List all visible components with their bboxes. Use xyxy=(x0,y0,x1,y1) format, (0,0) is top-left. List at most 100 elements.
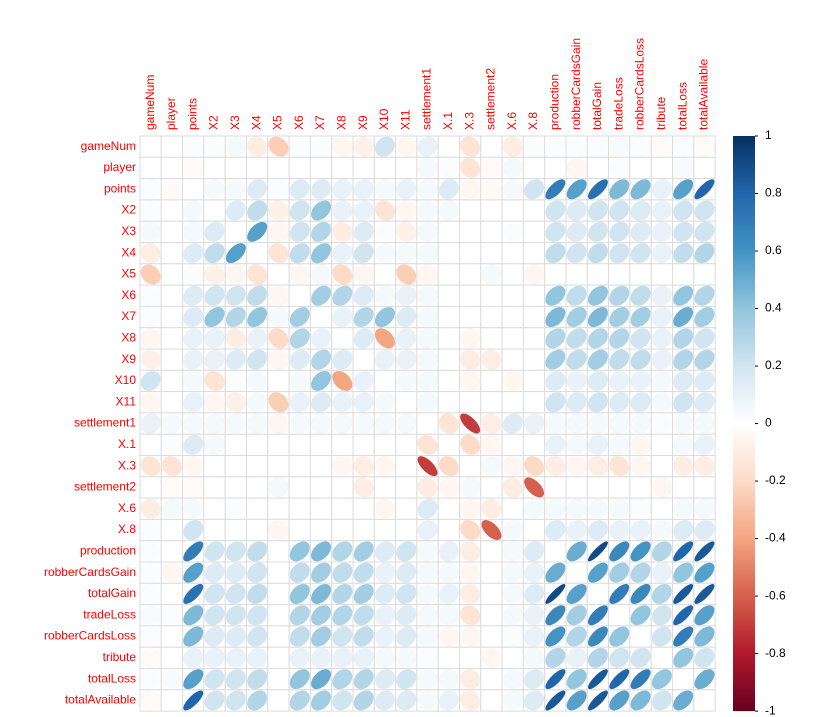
correlation-ellipse xyxy=(161,669,182,690)
row-label: X8 xyxy=(121,331,136,345)
correlation-ellipse xyxy=(587,647,608,668)
correlation-ellipse xyxy=(481,221,502,242)
correlation-ellipse xyxy=(438,626,459,647)
correlation-ellipse xyxy=(673,413,694,434)
correlation-ellipse xyxy=(161,370,182,391)
correlation-ellipse xyxy=(545,179,566,200)
colorbar-tick-label: 0.8 xyxy=(765,186,782,200)
correlation-ellipse xyxy=(268,434,289,455)
correlation-ellipse xyxy=(566,349,587,370)
correlation-ellipse xyxy=(524,541,545,562)
correlation-ellipse xyxy=(353,690,374,711)
correlation-ellipse xyxy=(289,264,310,285)
correlation-ellipse xyxy=(353,583,374,604)
column-label: points xyxy=(185,98,199,130)
correlation-ellipse xyxy=(587,562,608,583)
correlation-ellipse xyxy=(651,456,672,477)
correlation-ellipse xyxy=(651,307,672,328)
correlation-ellipse xyxy=(460,157,481,178)
correlation-ellipse xyxy=(630,285,651,306)
correlation-ellipse xyxy=(311,221,332,242)
correlation-ellipse xyxy=(630,562,651,583)
column-label: tradeLoss xyxy=(611,77,625,130)
correlation-ellipse xyxy=(417,221,438,242)
correlation-ellipse xyxy=(524,285,545,306)
correlation-ellipse xyxy=(609,434,630,455)
correlation-ellipse xyxy=(247,605,268,626)
correlation-ellipse xyxy=(481,370,502,391)
correlation-ellipse xyxy=(332,434,353,455)
correlation-ellipse xyxy=(673,626,694,647)
correlation-ellipse xyxy=(651,370,672,391)
correlation-ellipse xyxy=(609,221,630,242)
correlation-ellipse xyxy=(630,413,651,434)
correlation-ellipse xyxy=(609,370,630,391)
correlation-ellipse xyxy=(396,413,417,434)
correlation-ellipse xyxy=(417,200,438,221)
correlation-ellipse xyxy=(225,477,246,498)
correlation-ellipse xyxy=(289,434,310,455)
correlation-ellipse xyxy=(353,136,374,157)
correlation-ellipse xyxy=(587,243,608,264)
correlation-ellipse xyxy=(140,541,161,562)
correlation-ellipse xyxy=(353,307,374,328)
column-label: X10 xyxy=(377,108,391,130)
correlation-ellipse xyxy=(694,413,715,434)
correlation-ellipse xyxy=(268,136,289,157)
correlation-ellipse xyxy=(460,605,481,626)
correlation-ellipse xyxy=(524,498,545,519)
correlation-ellipse xyxy=(417,264,438,285)
cell xyxy=(459,455,482,478)
correlation-ellipse xyxy=(268,200,289,221)
correlation-ellipse xyxy=(140,434,161,455)
correlation-ellipse xyxy=(247,583,268,604)
correlation-ellipse xyxy=(502,328,523,349)
correlation-ellipse xyxy=(183,690,204,711)
correlation-ellipse xyxy=(417,434,438,455)
correlation-ellipse xyxy=(673,690,694,711)
correlation-ellipse xyxy=(353,498,374,519)
correlation-ellipse xyxy=(332,179,353,200)
correlation-ellipse xyxy=(609,626,630,647)
correlation-ellipse xyxy=(481,392,502,413)
correlation-ellipse xyxy=(460,562,481,583)
correlation-ellipse xyxy=(630,392,651,413)
column-label: X2 xyxy=(207,115,221,130)
correlation-ellipse xyxy=(140,413,161,434)
correlation-ellipse xyxy=(524,647,545,668)
correlation-ellipse xyxy=(566,370,587,391)
correlation-ellipse xyxy=(651,136,672,157)
correlation-ellipse xyxy=(374,626,395,647)
correlation-ellipse xyxy=(311,243,332,264)
correlation-ellipse xyxy=(566,264,587,285)
cell xyxy=(672,668,695,691)
correlation-ellipse xyxy=(311,456,332,477)
correlation-ellipse xyxy=(587,370,608,391)
correlation-ellipse xyxy=(481,498,502,519)
correlation-ellipse xyxy=(524,307,545,328)
correlation-ellipse xyxy=(332,605,353,626)
correlation-ellipse xyxy=(396,157,417,178)
correlation-ellipse xyxy=(204,349,225,370)
correlation-ellipse xyxy=(204,647,225,668)
correlation-ellipse xyxy=(268,243,289,264)
correlation-ellipse xyxy=(353,413,374,434)
row-label: X.6 xyxy=(118,501,136,515)
correlation-ellipse xyxy=(374,307,395,328)
correlation-ellipse xyxy=(289,605,310,626)
correlation-ellipse xyxy=(524,690,545,711)
correlation-ellipse xyxy=(161,285,182,306)
correlation-ellipse xyxy=(183,370,204,391)
correlation-ellipse xyxy=(460,221,481,242)
correlation-ellipse xyxy=(183,307,204,328)
correlation-ellipse xyxy=(438,221,459,242)
correlation-ellipse xyxy=(289,136,310,157)
correlation-ellipse xyxy=(161,243,182,264)
correlation-ellipse xyxy=(311,392,332,413)
row-label: robberCardsLoss xyxy=(44,629,136,643)
correlation-ellipse xyxy=(311,370,332,391)
correlation-ellipse xyxy=(651,520,672,541)
correlation-ellipse xyxy=(353,562,374,583)
correlation-ellipse xyxy=(225,626,246,647)
